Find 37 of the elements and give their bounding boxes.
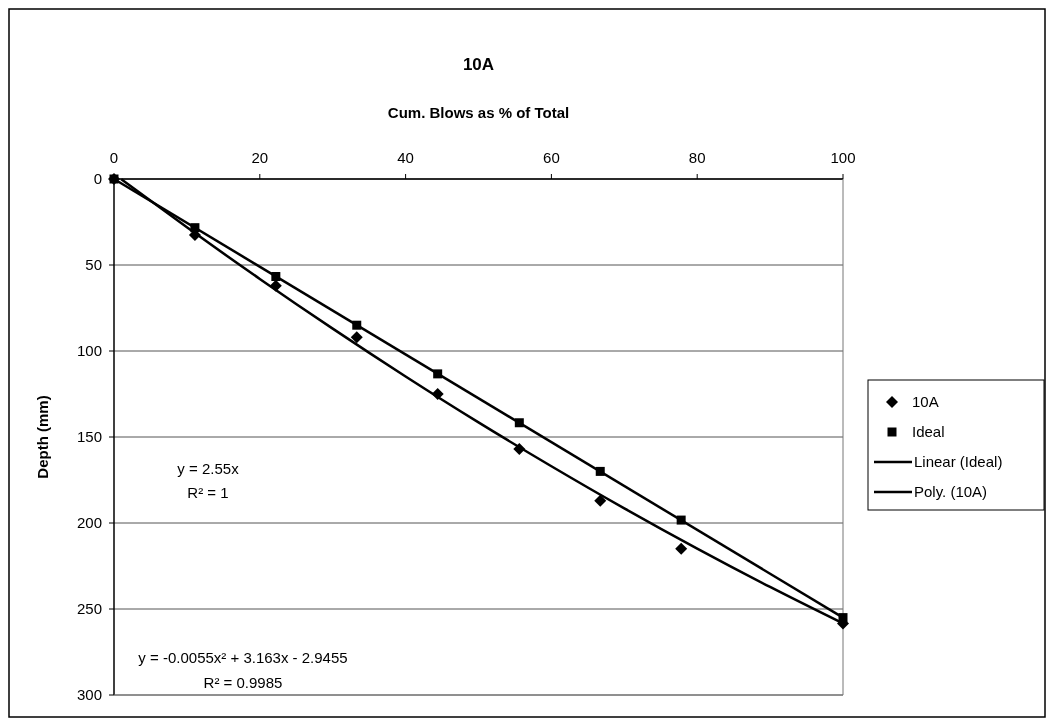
point <box>594 494 607 507</box>
x-tick-label: 0 <box>109 149 119 166</box>
point <box>271 272 281 282</box>
point <box>190 223 200 233</box>
point <box>433 369 443 379</box>
y-tick-label: 300 <box>76 686 102 703</box>
legend-label: Ideal <box>912 423 945 440</box>
annotation: R² = 0.9985 <box>203 674 283 691</box>
annotation: R² = 1 <box>187 484 229 501</box>
y-tick-label: 100 <box>76 342 102 359</box>
y-tick-label: 200 <box>76 514 102 531</box>
x-tick-label: 20 <box>251 149 269 166</box>
point <box>595 466 605 476</box>
point <box>431 388 444 400</box>
y-tick-label: 150 <box>76 428 102 445</box>
point <box>513 443 526 456</box>
point <box>514 418 524 428</box>
point <box>352 320 362 330</box>
x-tick-label: 60 <box>543 149 560 166</box>
y-tick-label: 250 <box>76 600 102 617</box>
x-tick-label: 100 <box>830 149 856 166</box>
y-tick-label: 0 <box>93 170 102 187</box>
point <box>838 613 848 623</box>
x-axis-title: Cum. Blows as % of Total <box>387 104 570 121</box>
y-axis-title: Depth (mm) <box>34 395 51 479</box>
legend-label: Linear (Ideal) <box>914 453 1003 470</box>
annotation: y = 2.55x <box>177 460 240 477</box>
annotation: y = -0.0055x² + 3.163x - 2.9455 <box>138 649 348 666</box>
point <box>350 331 363 344</box>
x-tick-label: 80 <box>688 149 706 166</box>
legend-label: 10A <box>912 393 939 410</box>
chart-title: 10A <box>462 55 495 74</box>
y-tick-label: 50 <box>85 256 102 273</box>
point <box>675 542 688 555</box>
x-tick-label: 40 <box>397 149 414 166</box>
point <box>676 515 686 525</box>
legend-label: Poly. (10A) <box>914 483 988 500</box>
